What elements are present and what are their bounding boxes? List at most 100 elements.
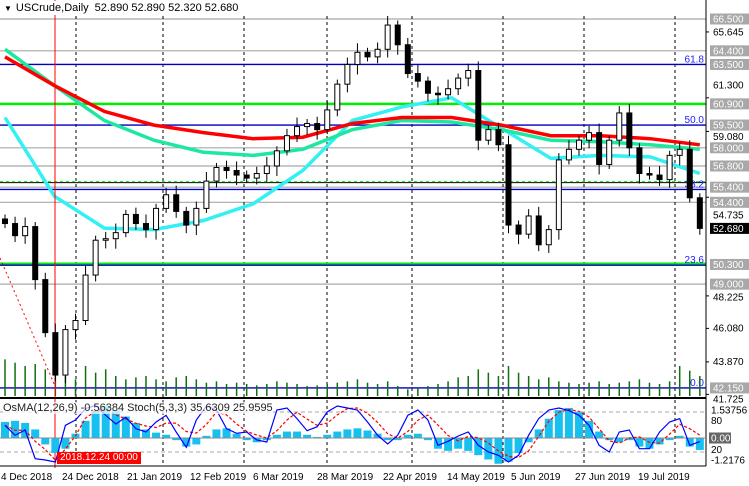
current-price-text: 52.680: [713, 224, 744, 235]
candle: [112, 223, 119, 249]
osma-bar: [484, 438, 493, 460]
date-tick-label: 6 Mar 2019: [253, 472, 304, 483]
candle: [32, 222, 39, 290]
price-level-tag: [710, 58, 749, 70]
osma-bar: [363, 430, 372, 438]
osma-bar: [343, 429, 352, 438]
osma-bar: [393, 438, 402, 441]
moving-average-ma-fast: [3, 95, 701, 232]
candle: [555, 153, 562, 240]
candle: [253, 166, 260, 185]
osma-bar: [313, 436, 322, 438]
osma-bar: [504, 438, 513, 462]
price-level-tag-text: 63.500: [713, 60, 744, 71]
price-level-tag-text: 59.500: [713, 121, 744, 132]
candle: [92, 235, 99, 282]
candle: [132, 207, 139, 230]
candle: [404, 37, 411, 79]
osma-bar: [81, 420, 90, 438]
osma-bar: [262, 438, 271, 441]
ohlc-values: 52.890 52.890 52.320 52.680: [94, 2, 239, 14]
candle: [606, 135, 613, 169]
candle: [364, 47, 371, 62]
osma-bar: [323, 434, 332, 438]
osma-bar: [222, 428, 231, 438]
price-level-tag: [710, 196, 749, 208]
osma-bar: [514, 438, 523, 454]
osma-bar: [202, 435, 211, 438]
osma-bar: [564, 407, 573, 438]
trendline[interactable]: [0, 257, 56, 387]
osma-bar: [434, 438, 443, 449]
osma-bar: [11, 420, 20, 438]
candle: [12, 216, 19, 243]
candle: [163, 187, 170, 213]
osma-bar: [1, 421, 9, 438]
osma-bar: [544, 418, 553, 438]
symbol-label: USCrude,Daily: [15, 2, 89, 14]
osma-bar: [182, 438, 191, 447]
date-tick-label: 24 Dec 2018: [62, 472, 119, 483]
osma-bar: [635, 438, 644, 447]
osma-bar: [454, 438, 463, 449]
osma-bar: [645, 438, 654, 449]
indicator-tick-label: 20: [711, 445, 723, 456]
collapse-triangle-icon[interactable]: ▼: [4, 3, 12, 13]
candle: [22, 217, 29, 244]
indicator-tick-label: 0.00: [711, 434, 731, 445]
date-tick-label: 12 Feb 2019: [190, 472, 247, 483]
osma-bar: [554, 410, 563, 438]
candle: [324, 100, 331, 135]
osma-bar: [605, 438, 614, 441]
indicator-header: OsMA(12,26,9) -0.56384 Stoch(5,3,3) 35.6…: [3, 402, 273, 414]
candle: [2, 214, 8, 229]
osma-bar: [41, 438, 50, 445]
price-tick-label: 41.725: [713, 395, 744, 406]
candle: [616, 106, 623, 147]
candle: [82, 265, 89, 326]
stoch-signal-line: [4, 407, 701, 462]
osma-bar: [101, 405, 110, 438]
price-level-tag: [710, 98, 749, 110]
candle: [676, 142, 683, 166]
osma-bar: [51, 438, 60, 454]
osma-bar: [272, 434, 281, 438]
candle: [122, 209, 129, 238]
osma-bar: [695, 438, 704, 451]
osma-bar: [121, 416, 130, 438]
price-level-tag: [710, 258, 749, 270]
candle: [394, 20, 401, 55]
osma-bar: [131, 422, 140, 438]
candle: [374, 42, 381, 64]
fibonacci-level-label: 61.8: [685, 54, 705, 65]
indicator-tick-label: -1.2176: [711, 456, 745, 467]
candle: [465, 63, 472, 87]
candle: [646, 166, 653, 180]
candle: [62, 325, 69, 384]
candle: [475, 61, 482, 151]
price-level-tag-text: 58.000: [713, 143, 744, 154]
price-level-tag-text: 50.300: [713, 260, 744, 271]
osma-bar: [31, 429, 40, 438]
candle: [203, 172, 210, 213]
price-tick-label: 48.225: [713, 293, 744, 304]
candle: [414, 64, 421, 88]
candle: [233, 161, 240, 186]
indicator-tick-label: 80: [711, 416, 723, 427]
candle: [142, 214, 149, 238]
candle: [575, 135, 582, 156]
moving-average-ma-slow: [4, 55, 701, 147]
osma-bar: [655, 438, 664, 445]
fibonacci-level-label: 50.0: [685, 115, 705, 126]
price-level-tag-text: 64.400: [713, 46, 744, 57]
price-level-tag-text: 60.900: [713, 99, 744, 110]
osma-bar: [91, 410, 100, 438]
osma-bar: [232, 433, 241, 438]
candle: [636, 143, 643, 184]
candle: [545, 225, 552, 253]
price-level-tag-text: 54.400: [713, 198, 744, 209]
candle: [344, 57, 351, 93]
price-level-tag-text: 55.400: [713, 183, 744, 194]
candle: [586, 125, 593, 149]
candle: [505, 135, 512, 234]
